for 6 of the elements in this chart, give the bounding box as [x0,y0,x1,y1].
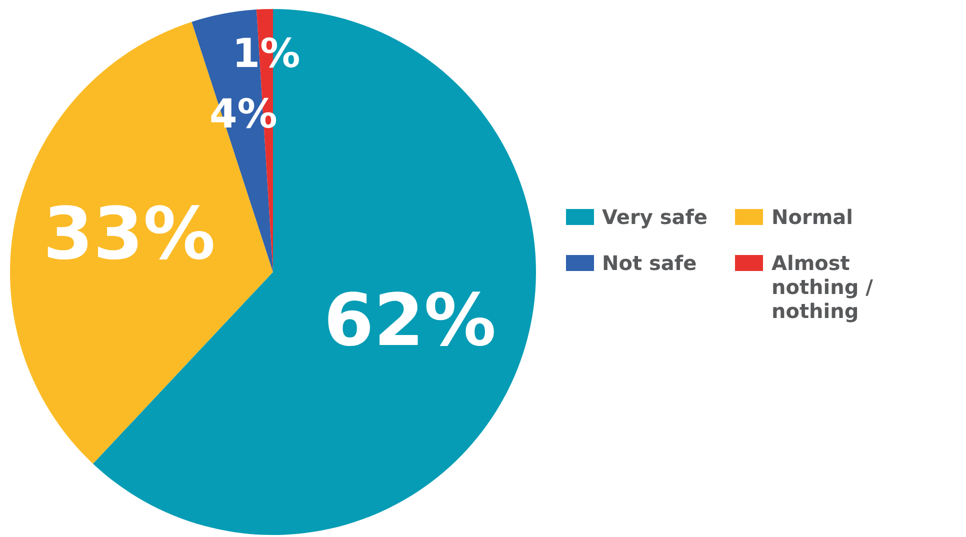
data-label: 33% [43,192,216,276]
legend-label: Not safe [602,251,697,275]
data-label: 62% [324,278,496,362]
legend-label: Normal [771,205,854,229]
legend-label: Very safe [602,205,708,229]
legend-label: Almost nothing / nothing [771,251,874,323]
